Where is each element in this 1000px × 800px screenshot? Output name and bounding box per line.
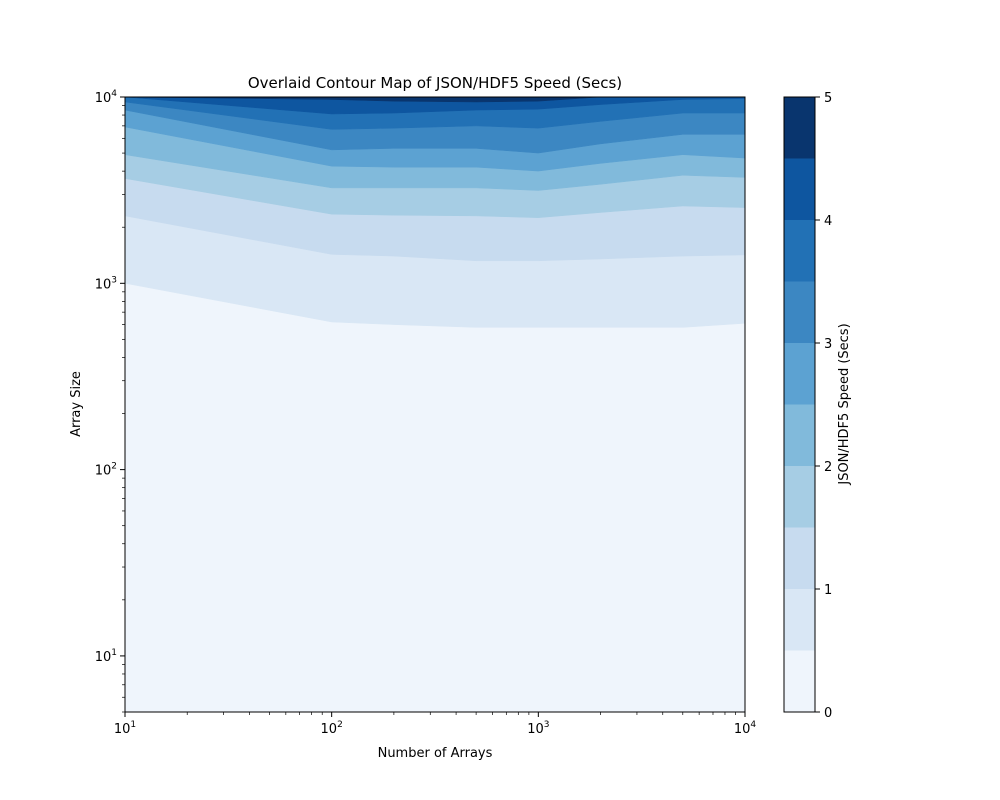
plot-frame [124,96,746,713]
colorbar-tick-label: 3 [824,337,832,352]
chart-title: Overlaid Contour Map of JSON/HDF5 Speed … [248,74,622,92]
colorbar-band-6 [784,281,815,343]
colorbar-band-4 [784,404,815,466]
y-axis-label: Array Size [69,371,84,437]
y-tick-label: 103 [95,275,117,292]
contour-band-0 [124,282,746,713]
colorbar-tick-label: 1 [824,583,832,598]
colorbar-band-7 [784,220,815,282]
colorbar-band-5 [784,343,815,405]
colorbar-tick-label: 4 [824,214,832,229]
colorbar-ticks: 0 1 2 3 4 5 [815,91,832,721]
colorbar-tick-label: 5 [824,91,832,106]
colorbar-band-9 [784,97,815,159]
colorbar-band-8 [784,158,815,220]
colorbar-band-3 [784,466,815,528]
colorbar-tick-label: 2 [824,460,832,475]
y-tick-label: 101 [95,648,117,665]
colorbar-band-0 [784,650,815,712]
colorbar [784,97,815,712]
x-axis-label: Number of Arrays [378,746,493,761]
colorbar-label: JSON/HDF5 Speed (Secs) [837,323,852,485]
contour-fills [124,96,746,713]
x-tick-label: 102 [321,720,343,737]
x-tick-label: 103 [527,720,549,737]
x-axis: 101 102 103 104 [114,712,757,737]
y-tick-label: 102 [95,462,117,479]
colorbar-frame [783,96,816,713]
colorbar-tick-label: 0 [824,706,832,721]
x-tick-label: 104 [734,720,757,737]
x-tick-label: 101 [114,720,136,737]
y-tick-label: 104 [95,89,118,106]
colorbar-band-2 [784,527,815,589]
colorbar-band-1 [784,589,815,651]
y-axis: 101 102 103 104 [95,89,125,713]
